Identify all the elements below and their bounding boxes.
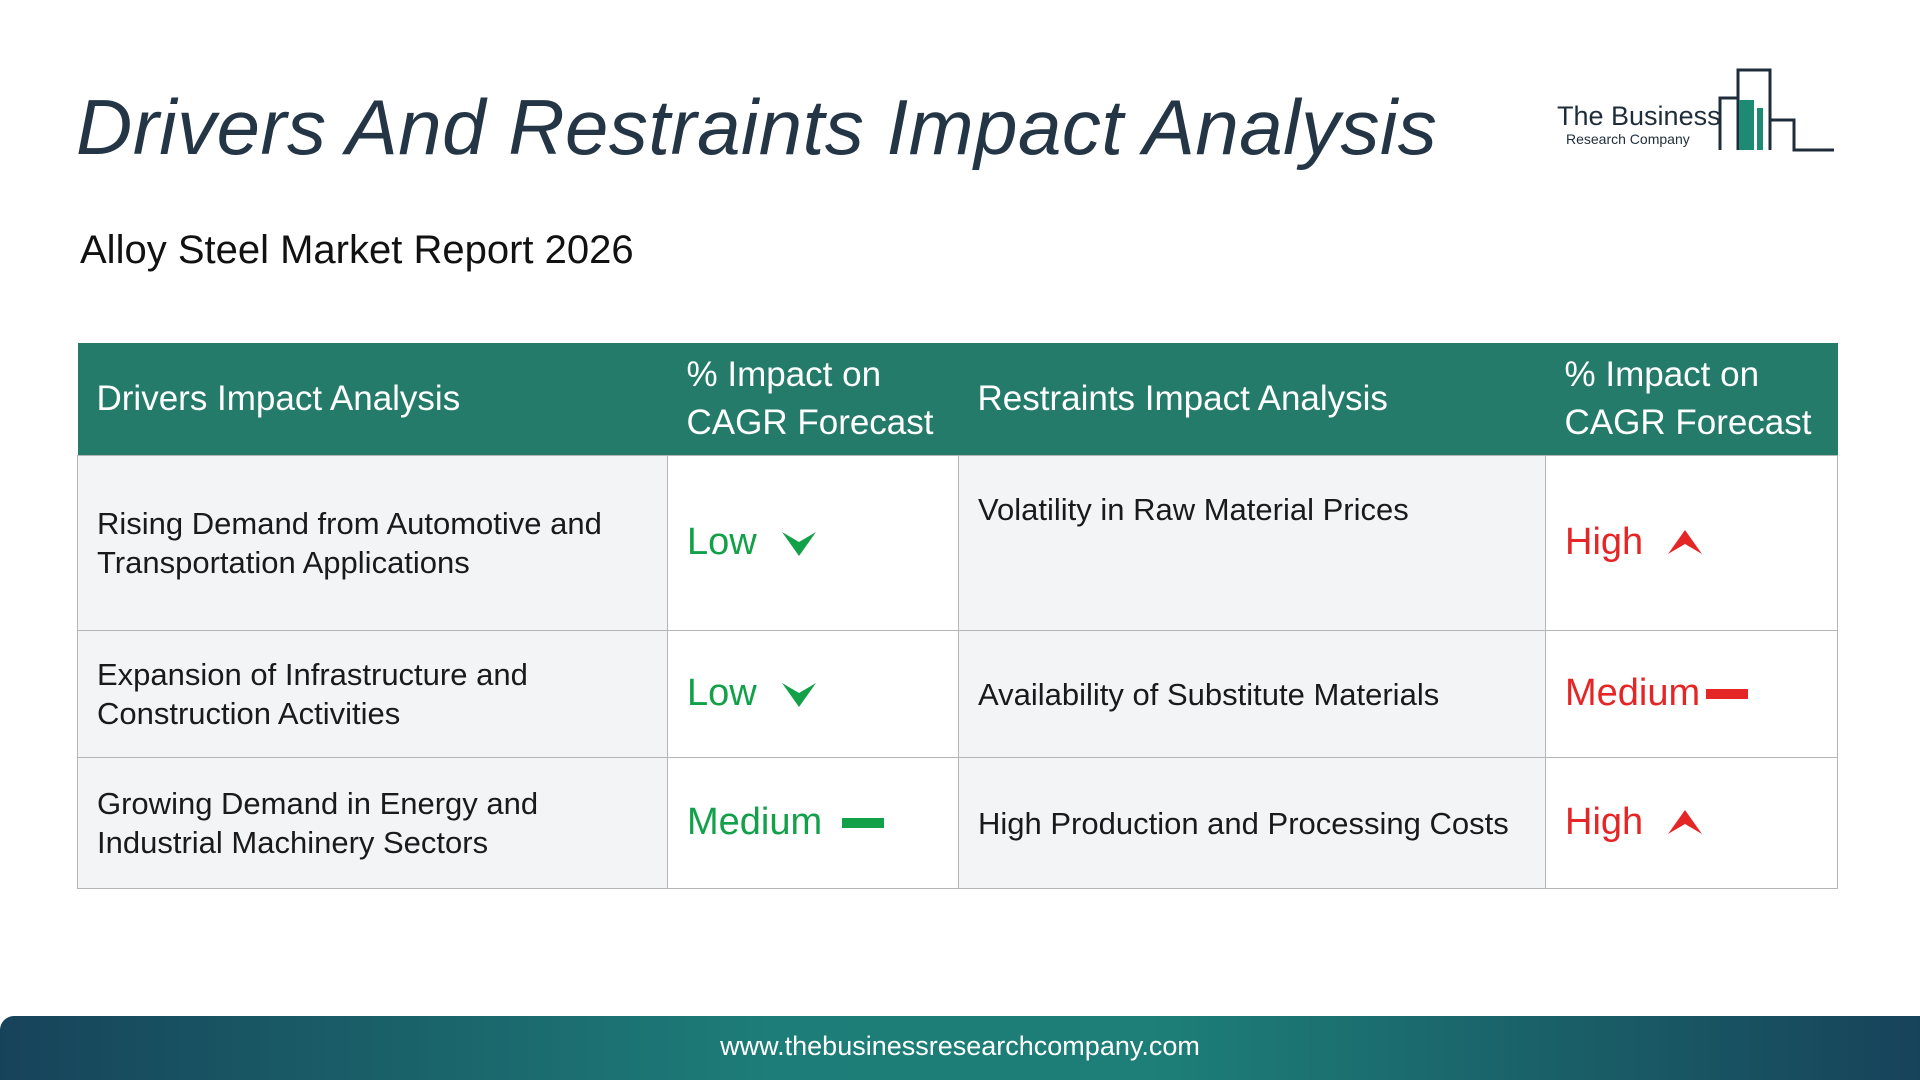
driver-cell: Rising Demand from Automotive and Transp…: [77, 455, 668, 631]
table-row: Growing Demand in Energy and Industrial …: [77, 757, 1838, 889]
footer-url[interactable]: www.thebusinessresearchcompany.com: [720, 1031, 1200, 1061]
driver-impact-cell: Medium: [667, 757, 959, 889]
impact-label: Low: [687, 521, 757, 563]
table-header-row: Drivers Impact Analysis % Impact on CAGR…: [77, 343, 1838, 456]
impact-level: Medium: [1565, 672, 1749, 714]
restraint-impact-cell: High: [1545, 757, 1838, 889]
impact-level: High: [1565, 523, 1703, 562]
header-restraints: Restraints Impact Analysis: [958, 343, 1546, 456]
restraint-impact-cell: Medium: [1545, 630, 1838, 758]
arrow-up-icon: [1668, 529, 1703, 554]
arrow-down-icon: [781, 531, 816, 556]
impact-label: High: [1565, 521, 1644, 563]
logo-tagline: Research Company: [1566, 131, 1690, 147]
header-drivers: Drivers Impact Analysis: [77, 343, 668, 456]
impact-label: Low: [687, 672, 757, 714]
arrow-up-icon: [1668, 809, 1703, 834]
impact-level: Medium: [687, 801, 885, 843]
page-title: Drivers And Restraints Impact Analysis: [76, 83, 1438, 171]
restraint-cell: Availability of Substitute Materials: [958, 630, 1546, 758]
restraint-cell: Volatility in Raw Material Prices: [958, 455, 1546, 631]
logo-name: The Business: [1557, 101, 1721, 131]
impact-table: Drivers Impact Analysis % Impact on CAGR…: [77, 343, 1838, 889]
header-restraint-impact: % Impact on CAGR Forecast: [1545, 343, 1838, 456]
impact-label: High: [1565, 801, 1644, 843]
table-row: Rising Demand from Automotive and Transp…: [77, 455, 1838, 631]
impact-level: Low: [687, 674, 817, 713]
dash-icon: [842, 817, 885, 828]
impact-label: Medium: [1565, 672, 1701, 714]
header-driver-impact: % Impact on CAGR Forecast: [667, 343, 959, 456]
table-row: Expansion of Infrastructure and Construc…: [77, 630, 1838, 758]
impact-level: Low: [687, 523, 817, 562]
company-logo: The Business Research Company: [1552, 64, 1838, 160]
report-subtitle: Alloy Steel Market Report 2026: [80, 228, 634, 272]
driver-cell: Growing Demand in Energy and Industrial …: [77, 757, 668, 889]
driver-impact-cell: Low: [667, 455, 959, 631]
restraint-impact-cell: High: [1545, 455, 1838, 631]
logo-bars-icon: [1718, 68, 1834, 152]
impact-level: High: [1565, 803, 1703, 842]
restraint-cell: High Production and Processing Costs: [958, 757, 1546, 889]
dash-icon: [1706, 688, 1749, 699]
driver-cell: Expansion of Infrastructure and Construc…: [77, 630, 668, 758]
impact-label: Medium: [687, 801, 823, 843]
footer-bar: www.thebusinessresearchcompany.com: [0, 1016, 1920, 1080]
arrow-down-icon: [781, 682, 816, 707]
driver-impact-cell: Low: [667, 630, 959, 758]
